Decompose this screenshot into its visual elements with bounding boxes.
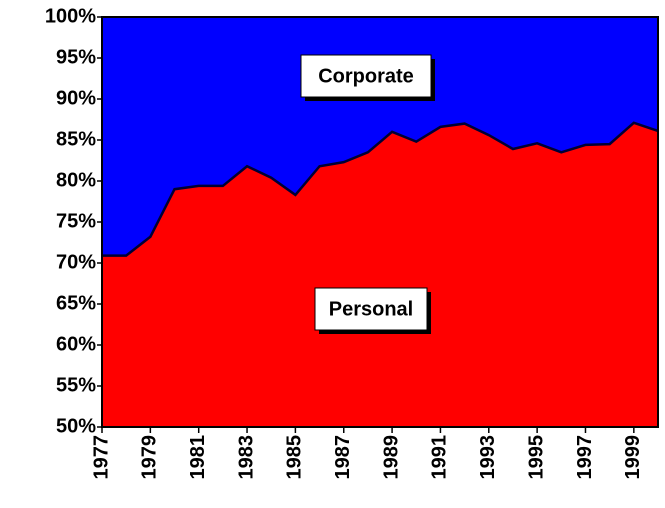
chart-title: 1977-2000 (332, 0, 428, 3)
label-text: Corporate (318, 65, 414, 87)
y-tick-label: 90% (56, 87, 96, 109)
x-tick-label: 1995 (525, 435, 547, 480)
y-tick-label: 50% (56, 415, 96, 437)
boundary-line (102, 121, 659, 257)
y-tick-label: 75% (56, 210, 96, 232)
label-text: Personal (329, 298, 413, 320)
y-tick-label: 60% (56, 333, 96, 355)
y-tick-label: 70% (56, 251, 96, 273)
x-tick-label: 1989 (380, 435, 402, 480)
series-label: Personal (314, 287, 431, 334)
x-tick-label: 1981 (187, 435, 209, 480)
x-tick-label: 1999 (622, 435, 644, 480)
y-tick-label: 95% (56, 46, 96, 68)
label-box (300, 54, 432, 98)
x-tick-label: 1991 (429, 435, 451, 480)
x-tick-label: 1983 (235, 435, 257, 480)
y-tick-label: 65% (56, 292, 96, 314)
y-tick-label: 100% (45, 5, 96, 27)
x-tick-label: 1997 (574, 435, 596, 480)
label-box (314, 287, 428, 331)
x-tick-label: 1979 (139, 435, 161, 480)
y-tick-label: 55% (56, 374, 96, 396)
y-tick-label: 80% (56, 169, 96, 191)
x-tick-label: 1977 (90, 435, 112, 480)
x-tick-label: 1993 (477, 435, 499, 480)
y-tick-label: 85% (56, 128, 96, 150)
area (102, 17, 658, 256)
area (102, 122, 658, 427)
series-label: Corporate (300, 54, 435, 101)
x-tick-label: 1985 (284, 435, 306, 480)
x-tick-label: 1987 (332, 435, 354, 480)
